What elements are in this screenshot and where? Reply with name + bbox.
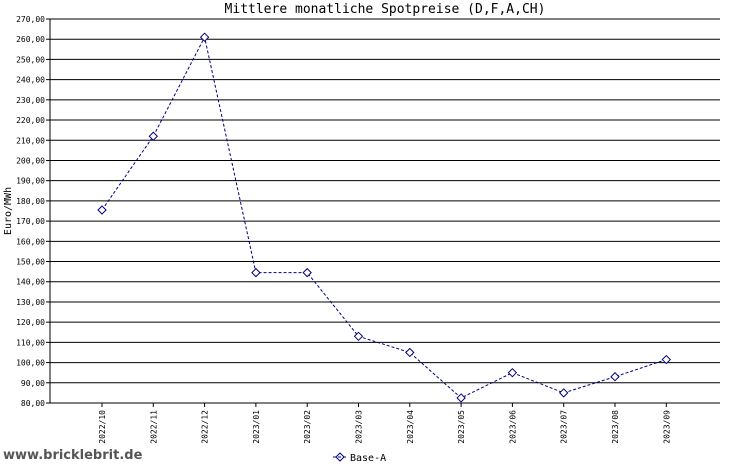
data-point (302, 267, 312, 278)
data-point (405, 347, 415, 358)
grid-lines (50, 18, 720, 384)
data-point (507, 367, 518, 378)
legend: Base-A (333, 452, 386, 464)
x-tick-label: 2022/10 (98, 410, 107, 444)
x-tick-label: 2023/07 (560, 410, 569, 444)
site-watermark: www.bricklebrit.de (3, 448, 143, 463)
x-tick-label: 2023/01 (252, 410, 261, 444)
x-tick-label: 2023/08 (611, 410, 620, 444)
data-point (661, 354, 672, 365)
y-tick-label: 220,00 (16, 116, 45, 125)
data-point (97, 205, 107, 215)
x-tick-label: 2023/03 (355, 410, 364, 444)
y-tick-label: 150,00 (16, 258, 45, 267)
data-point (353, 331, 364, 342)
x-tick-label: 2022/12 (201, 410, 210, 444)
x-axis-ticks: 2022/10 2022/11 2022/12 2023/01 2023/02 2023/… (98, 403, 671, 444)
y-tick-label: 210,00 (16, 136, 45, 145)
y-tick-label: 80,00 (21, 399, 45, 408)
y-tick-label: 90,00 (21, 379, 45, 388)
y-tick-label: 170,00 (16, 217, 45, 226)
data-point (148, 131, 159, 141)
series-line (101, 35, 667, 399)
series-group (97, 32, 672, 403)
y-tick-label: 230,00 (16, 96, 45, 105)
data-point (610, 372, 620, 382)
legend-label: Base-A (350, 453, 386, 464)
diamond-icon (335, 452, 345, 462)
x-tick-label: 2022/11 (149, 410, 158, 444)
y-tick-label: 100,00 (16, 359, 45, 368)
y-tick-label: 190,00 (16, 177, 45, 186)
y-tick-label: 270,00 (16, 15, 45, 24)
data-point (251, 267, 261, 278)
data-point (558, 388, 569, 398)
y-tick-label: 200,00 (16, 156, 45, 165)
x-tick-label: 2023/05 (457, 410, 466, 444)
y-axis-label: Euro/MWh (3, 187, 14, 235)
y-axis-ticks: 80,00 90,00 100,00 110,00 120,00 130,00 140,00… (16, 15, 50, 408)
y-tick-label: 180,00 (16, 197, 45, 206)
x-tick-label: 2023/02 (303, 410, 312, 444)
x-tick-label: 2023/04 (406, 410, 415, 444)
data-point (199, 32, 210, 42)
data-point (456, 393, 466, 403)
y-tick-label: 260,00 (16, 35, 45, 44)
x-tick-label: 2023/09 (662, 410, 671, 444)
y-tick-label: 240,00 (16, 76, 45, 85)
y-tick-label: 110,00 (16, 338, 45, 347)
y-tick-label: 120,00 (16, 318, 45, 327)
y-tick-label: 130,00 (16, 298, 45, 307)
chart-title: Mittlere monatliche Spotpreise (D,F,A,CH… (225, 2, 546, 17)
y-tick-label: 140,00 (16, 278, 45, 287)
y-tick-label: 250,00 (16, 55, 45, 64)
x-tick-label: 2023/06 (508, 410, 517, 444)
y-tick-label: 160,00 (16, 237, 45, 246)
